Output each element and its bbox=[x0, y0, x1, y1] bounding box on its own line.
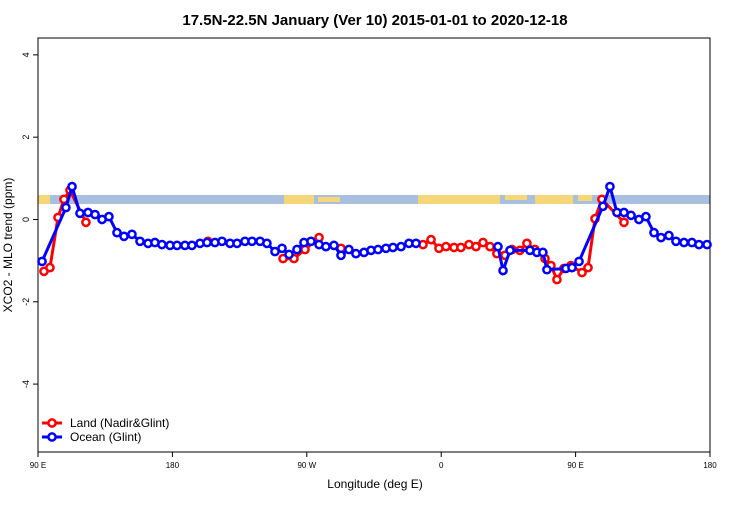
data-point bbox=[81, 217, 91, 228]
data-point bbox=[694, 239, 704, 250]
data-point bbox=[605, 181, 615, 192]
data-point bbox=[567, 262, 577, 273]
data-point bbox=[247, 236, 257, 247]
data-point bbox=[552, 274, 562, 285]
x-axis-label: Longitude (deg E) bbox=[327, 477, 422, 491]
data-point bbox=[505, 245, 515, 256]
y-tick-label: -4 bbox=[21, 380, 31, 388]
data-point bbox=[542, 264, 552, 275]
legend-marker bbox=[47, 432, 57, 442]
data-point bbox=[321, 241, 331, 252]
data-point bbox=[411, 238, 421, 249]
data-point bbox=[277, 243, 287, 254]
y-axis-label: XCO2 - MLO trend (ppm) bbox=[1, 178, 15, 313]
data-point bbox=[664, 230, 674, 241]
x-tick-label: 0 bbox=[439, 461, 444, 470]
data-point bbox=[127, 229, 137, 240]
data-point bbox=[292, 244, 302, 255]
data-point bbox=[61, 202, 71, 213]
data-point bbox=[344, 244, 354, 255]
data-point bbox=[456, 242, 466, 253]
data-point bbox=[619, 217, 629, 228]
data-point bbox=[75, 208, 85, 219]
data-point bbox=[284, 249, 294, 260]
data-point bbox=[172, 240, 182, 251]
land-strip bbox=[578, 195, 592, 201]
legend-label: Land (Nadir&Glint) bbox=[70, 416, 169, 430]
data-point bbox=[641, 211, 651, 222]
data-point bbox=[329, 240, 339, 251]
data-point bbox=[396, 241, 406, 252]
data-point bbox=[373, 244, 383, 255]
data-point bbox=[112, 227, 122, 238]
data-point bbox=[202, 237, 212, 248]
land-strip bbox=[505, 195, 527, 200]
data-point bbox=[598, 201, 608, 212]
data-point bbox=[702, 239, 712, 250]
x-tick-label: 90 E bbox=[30, 461, 46, 470]
legend-label: Ocean (Glint) bbox=[70, 430, 141, 444]
data-point bbox=[37, 256, 47, 267]
data-point bbox=[679, 237, 689, 248]
data-point bbox=[306, 236, 316, 247]
data-point bbox=[351, 248, 361, 259]
x-tick-label: 180 bbox=[166, 461, 180, 470]
data-point bbox=[671, 236, 681, 247]
x-tick-label: 90 W bbox=[297, 461, 316, 470]
x-tick-label: 90 E bbox=[567, 461, 583, 470]
data-point bbox=[157, 239, 167, 250]
land-strip bbox=[418, 195, 500, 204]
data-point bbox=[45, 262, 55, 273]
y-tick-label: 4 bbox=[21, 52, 31, 57]
data-point bbox=[656, 232, 666, 243]
data-point bbox=[67, 181, 77, 192]
land-strip bbox=[284, 195, 314, 204]
data-point bbox=[583, 262, 593, 273]
data-point bbox=[485, 241, 495, 252]
data-point bbox=[649, 227, 659, 238]
data-point bbox=[441, 241, 451, 252]
data-point bbox=[538, 247, 548, 258]
data-point bbox=[426, 234, 436, 245]
y-tick-label: 2 bbox=[21, 135, 31, 140]
land-strip bbox=[38, 195, 50, 204]
ocean-strip bbox=[38, 195, 710, 204]
data-point bbox=[217, 236, 227, 247]
map-strip bbox=[38, 195, 710, 204]
land-strip bbox=[535, 195, 573, 204]
data-point bbox=[478, 237, 488, 248]
chart-title: 17.5N-22.5N January (Ver 10) 2015-01-01 … bbox=[182, 12, 567, 29]
data-point bbox=[262, 238, 272, 249]
data-point bbox=[498, 265, 508, 276]
x-tick-label: 180 bbox=[703, 461, 717, 470]
data-point bbox=[471, 241, 481, 252]
data-point bbox=[119, 231, 129, 242]
y-tick-label: 0 bbox=[21, 217, 31, 222]
y-tick-label: -2 bbox=[21, 298, 31, 306]
legend-marker bbox=[47, 418, 57, 428]
data-point bbox=[336, 250, 346, 261]
data-point bbox=[493, 241, 503, 252]
data-point bbox=[626, 210, 636, 221]
land-strip bbox=[318, 197, 340, 202]
data-point bbox=[90, 209, 100, 220]
data-point bbox=[135, 236, 145, 247]
data-point bbox=[104, 211, 114, 222]
data-point bbox=[577, 267, 587, 278]
data-point bbox=[232, 238, 242, 249]
data-point bbox=[187, 240, 197, 251]
data-point bbox=[388, 242, 398, 253]
data-point bbox=[574, 256, 584, 267]
